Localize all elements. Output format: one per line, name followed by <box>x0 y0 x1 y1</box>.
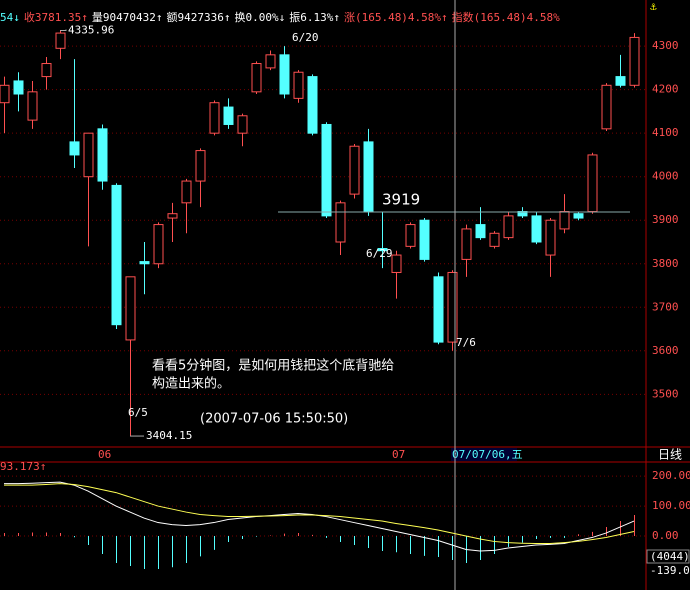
candle-body <box>209 102 220 134</box>
candle-body <box>391 254 402 273</box>
candle-body <box>587 154 598 213</box>
annotation: 7/6 <box>456 336 476 349</box>
indicator-line <box>4 483 635 545</box>
y-tick-label: 0.00 <box>652 529 679 542</box>
y-tick-label: 3500 <box>652 387 679 400</box>
candle-body <box>461 228 472 260</box>
status-item: 收3781.35↑ <box>24 10 88 24</box>
x-tick-label: 07 <box>392 448 405 461</box>
status-item: 54↓ <box>0 11 20 24</box>
status-bar: 54↓ 收3781.35↑ 量90470432↑ 额9427336↑ 换0.00%↓ 振6… <box>0 10 560 24</box>
candle-body <box>321 123 332 217</box>
candle-body <box>293 71 304 99</box>
candle-body <box>419 219 430 260</box>
y-tick-label: 3600 <box>652 344 679 357</box>
candle-body <box>433 276 444 343</box>
candle-body <box>195 150 206 182</box>
leader-line <box>60 29 67 31</box>
candle-body <box>615 76 626 86</box>
reference-label: 3919 <box>382 190 420 208</box>
candle-body <box>265 54 276 69</box>
candle-body <box>237 115 248 134</box>
note-line: 构造出来的。 <box>152 376 230 392</box>
candle-body <box>41 63 52 78</box>
candle-body <box>55 32 66 49</box>
value-box <box>646 549 690 564</box>
candle-body <box>503 215 514 239</box>
status-item: 涨(165.48)4.58%↑ <box>344 11 448 24</box>
candle-body <box>279 54 290 95</box>
candle-body <box>13 80 24 95</box>
candle-body <box>167 213 178 219</box>
y-tick-label: 4000 <box>652 170 679 183</box>
status-item: 指数(165.48)4.58% <box>452 10 560 24</box>
indicator-header: 93.173↑ <box>0 460 46 473</box>
candle-body <box>139 261 150 265</box>
y-tick-label: 4100 <box>652 126 679 139</box>
candle-body <box>251 63 262 93</box>
candle-body <box>601 84 612 130</box>
note-time: (2007-07-06 15:50:50) <box>200 412 348 427</box>
candle-body <box>307 76 318 134</box>
y-tick-label: 200.00 <box>652 469 690 482</box>
candle-body <box>531 215 542 243</box>
candle-body <box>125 276 136 341</box>
candle-body <box>97 128 108 182</box>
candle-body <box>349 145 360 195</box>
y-tick-label: 3800 <box>652 257 679 270</box>
menu-icon[interactable]: ⚓ <box>649 0 657 13</box>
annotation: 4335.96 <box>68 23 114 36</box>
candle-body <box>545 219 556 256</box>
y-tick-label: 3700 <box>652 300 679 313</box>
candle-body <box>181 180 192 204</box>
candle-body <box>83 132 94 178</box>
candle-body <box>447 271 458 343</box>
period-label: 日线 <box>658 448 682 462</box>
x-tick-label: 06 <box>98 448 111 461</box>
candle-body <box>0 84 10 104</box>
note-line: 看看5分钟图，是如何用钱把这个底背驰给 <box>152 358 394 374</box>
x-tick-label: 07/07/06,五 <box>452 448 523 461</box>
status-item: 额9427336↑ <box>166 11 230 24</box>
annotation: 3404.15 <box>146 429 192 442</box>
status-item: 量90470432↑ <box>92 11 163 24</box>
y-tick-label: 4200 <box>652 83 679 96</box>
candle-body <box>559 211 570 230</box>
candle-body <box>573 213 584 219</box>
y-tick-label: 3900 <box>652 213 679 226</box>
candle-body <box>475 224 486 239</box>
candle-body <box>69 141 80 156</box>
candle-body <box>335 202 346 243</box>
annotation: 6/5 <box>128 406 148 419</box>
annotation: 6/20 <box>292 31 319 44</box>
status-item: 换0.00%↓ <box>234 10 285 24</box>
status-item: 振6.13%↑ <box>289 10 340 24</box>
candle-body <box>405 224 416 247</box>
candle-body <box>153 224 164 265</box>
indicator-value: (4044) <box>650 550 690 563</box>
annotation: 6/29 <box>366 247 393 260</box>
candle-body <box>223 106 234 125</box>
indicator-value: -139.04 <box>650 564 690 577</box>
candle-body <box>27 91 38 121</box>
candle-body <box>363 141 374 213</box>
candle-body <box>489 232 500 247</box>
candle-body <box>629 36 640 86</box>
y-tick-label: 4300 <box>652 39 679 52</box>
candle-body <box>377 248 388 252</box>
candle-body <box>111 184 122 326</box>
y-tick-label: 100.00 <box>652 499 690 512</box>
cursor-date-box <box>451 448 517 461</box>
